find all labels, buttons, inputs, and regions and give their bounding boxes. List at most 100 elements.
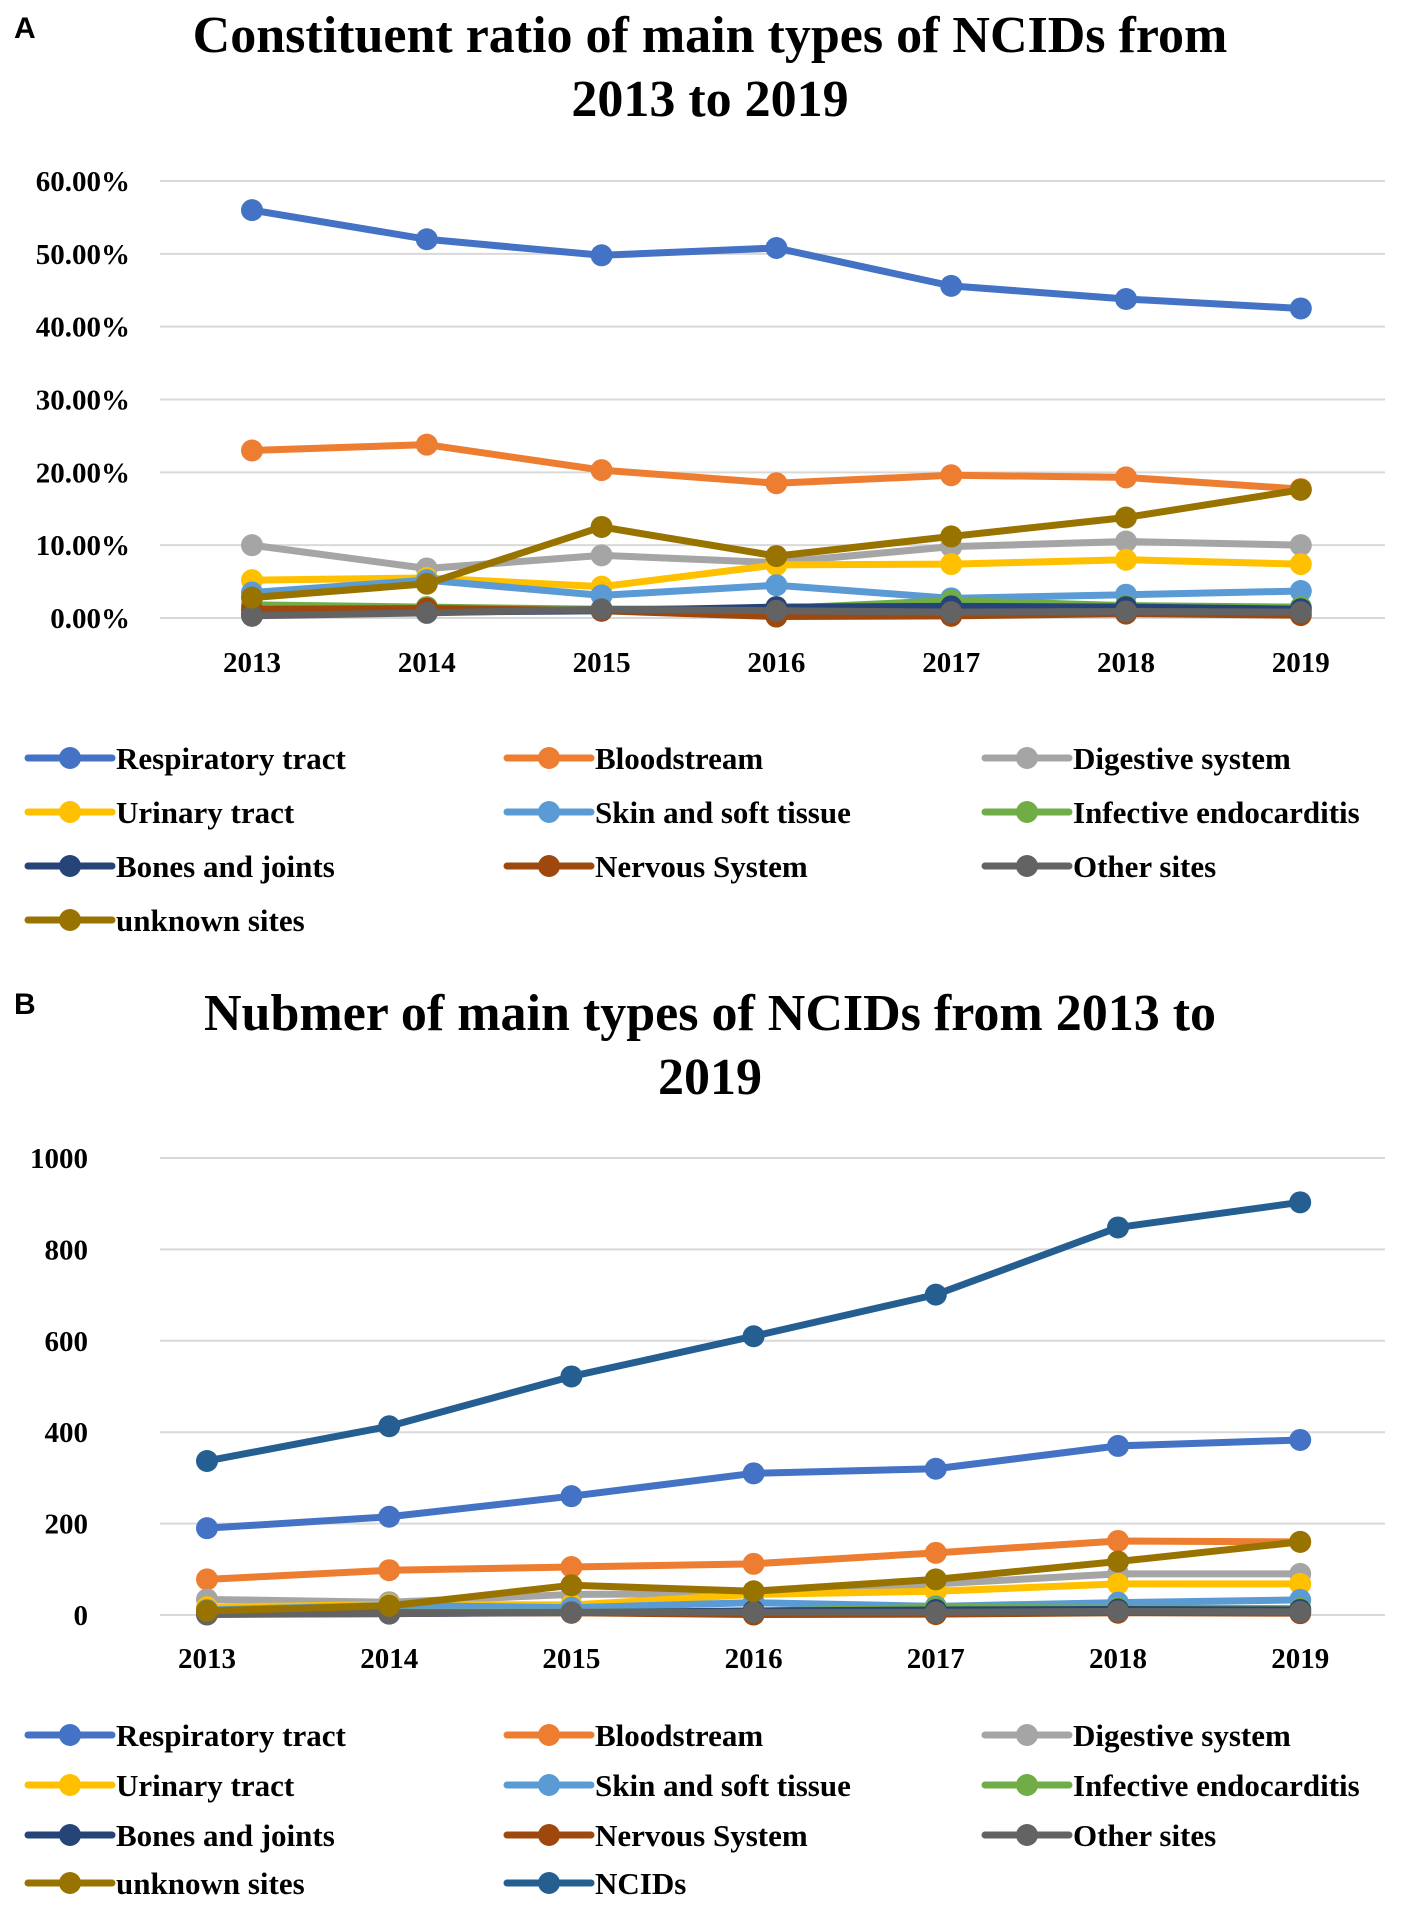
chart-a-legend-label: Bones and joints [116,849,335,884]
chart-a-point-respiratory-tract [241,199,263,222]
chart-a-ytick-label: 60.00% [36,166,130,198]
chart-b-xtick-label: 2015 [542,1643,600,1675]
chart-a-point-other-sites [590,598,613,621]
chart-a-xtick-label: 2015 [573,647,631,679]
chart-b-point-other-sites [560,1601,583,1624]
chart-b-xtick-label: 2016 [725,1643,783,1675]
chart-a-point-other-sites [241,604,263,627]
chart-a-point-bloodstream [1115,466,1137,489]
chart-b-legend-marker [59,1872,81,1894]
chart-b-legend-label: Bloodstream [595,1718,763,1753]
chart-b-point-bloodstream [196,1568,218,1591]
chart-a-point-unknown-sites [415,572,438,595]
chart-b-point-ncids [924,1283,947,1306]
chart-a-xtick-label: 2013 [223,647,281,679]
chart-b-point-bloodstream [742,1552,765,1575]
chart-b-series-unknown-sites [196,1530,1312,1622]
chart-b-legend-marker [1016,1824,1038,1846]
chart-a-legend-marker [59,801,81,823]
chart-b-legend-label: Skin and soft tissue [595,1768,851,1803]
chart-b-legend-marker [538,1774,560,1796]
chart-b-point-ncids [742,1325,765,1348]
chart-a-point-other-sites [1115,600,1137,623]
chart-a-legend-marker [1016,801,1038,823]
chart-b-legend-marker [538,1724,560,1746]
chart-b-legend-item-urinary-tract: Urinary tract [24,1768,295,1803]
chart-a-legend-item-other-sites: Other sites [981,849,1216,884]
chart-b-xtick-label: 2017 [907,1643,965,1675]
chart-b-legend-item-digestive-system: Digestive system [981,1718,1291,1753]
chart-b-series-bloodstream [196,1529,1312,1591]
chart-b-legend-label: Digestive system [1073,1718,1291,1753]
chart-a-legend-item-skin-and-soft-tissue: Skin and soft tissue [503,795,851,830]
chart-b-legend-label: Urinary tract [116,1768,295,1803]
chart-a-point-digestive-system [1115,530,1137,553]
chart-a-xtick-label: 2018 [1097,647,1155,679]
panel-label-b: B [14,988,36,1021]
chart-b: Nubmer of main types of NCIDs from 2013 … [24,985,1385,1901]
chart-a-point-bloodstream [765,472,788,495]
chart-b-xtick-label: 2018 [1089,1643,1147,1675]
chart-a-legend-item-infective-endocarditis: Infective endocarditis [981,795,1360,830]
chart-a-series-unknown-sites [241,478,1312,609]
chart-a-point-unknown-sites [1115,506,1137,529]
chart-b-ytick-label: 800 [45,1234,89,1266]
chart-a-point-unknown-sites [940,525,963,548]
chart-b-legend-marker [59,1724,81,1746]
chart-b-point-bloodstream [560,1556,583,1579]
chart-a-point-respiratory-tract [1115,287,1137,310]
chart-a-ytick-label: 30.00% [36,385,130,417]
chart-b-legend-item-bones-and-joints: Bones and joints [24,1818,335,1853]
chart-b-legend-label: Nervous System [595,1818,808,1853]
chart-a-point-other-sites [940,601,963,624]
panel-label-a: A [14,12,36,45]
chart-b-point-respiratory-tract [1107,1434,1129,1457]
chart-a-series-other-sites [241,598,1312,627]
chart-b-point-respiratory-tract [378,1505,401,1528]
chart-b-point-respiratory-tract [1289,1428,1312,1451]
chart-a-ytick-label: 0.00% [50,603,130,635]
chart-b-point-unknown-sites [742,1580,765,1603]
chart-b-series-ncids [196,1191,1312,1472]
chart-b-point-other-sites [1107,1600,1129,1623]
chart-b-point-ncids [560,1365,583,1388]
chart-b-legend-item-infective-endocarditis: Infective endocarditis [981,1768,1360,1803]
chart-a-point-bloodstream [940,464,963,487]
chart-b-point-urinary-tract [1107,1572,1129,1595]
chart-b-point-ncids [196,1449,218,1472]
chart-a-point-urinary-tract [1289,553,1312,576]
chart-a-point-skin-and-soft-tissue [765,574,788,597]
chart-a-point-respiratory-tract [765,237,788,260]
chart-b-legend-label: Bones and joints [116,1818,335,1853]
chart-a-point-digestive-system [1289,534,1312,557]
chart-a-line-respiratory-tract [248,206,1305,312]
chart-a-legend-item-nervous-system: Nervous System [503,849,808,884]
chart-b-point-urinary-tract [1289,1572,1312,1595]
chart-a-point-unknown-sites [765,545,788,568]
chart-a-xtick-label: 2016 [747,647,805,679]
chart-a-point-bloodstream [415,433,438,456]
chart-a-legend-label: Skin and soft tissue [595,795,851,830]
chart-a-legend-marker [59,909,81,931]
chart-a-point-respiratory-tract [415,228,438,251]
chart-a-series-bloodstream [241,433,1312,501]
chart-b-point-unknown-sites [1289,1530,1312,1553]
chart-b-legend-item-nervous-system: Nervous System [503,1818,808,1853]
chart-a-legend-marker [538,747,560,769]
chart-b-point-ncids [1107,1216,1129,1239]
chart-b-legend-marker [1016,1724,1038,1746]
chart-a-legend-label: Infective endocarditis [1073,795,1360,830]
chart-a-legend-item-bloodstream: Bloodstream [503,741,763,776]
chart-a-legend-marker [1016,747,1038,769]
chart-b-point-respiratory-tract [560,1485,583,1508]
chart-a-title-line-1: Constituent ratio of main types of NCIDs… [193,7,1228,64]
chart-b-legend-label: Respiratory tract [116,1718,346,1753]
chart-a-xtick-label: 2014 [398,647,456,679]
chart-a-point-bloodstream [241,439,263,462]
chart-b-point-other-sites [742,1601,765,1624]
chart-a-legend-label: unknown sites [116,903,305,938]
chart-b-point-other-sites [1289,1600,1312,1623]
chart-b-point-bloodstream [378,1559,401,1582]
chart-a-point-other-sites [765,599,788,622]
